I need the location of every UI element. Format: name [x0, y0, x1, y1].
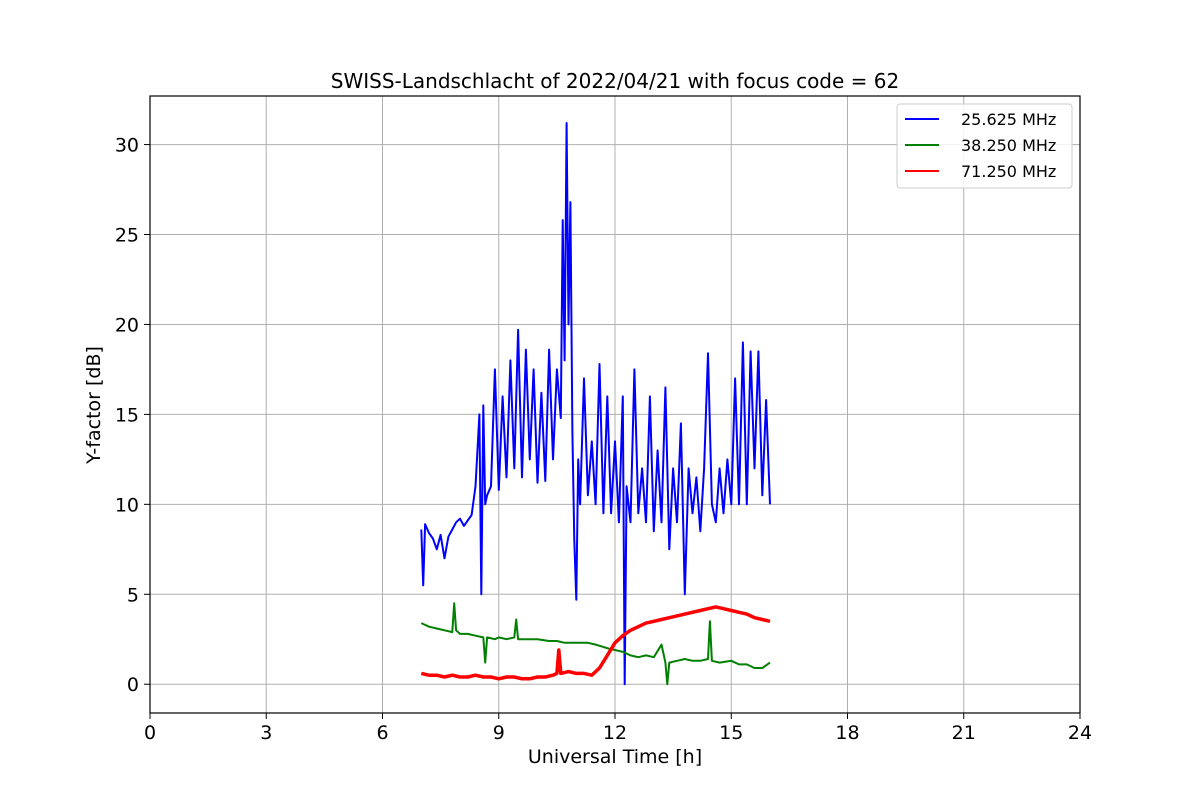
series-line-3 — [420, 605, 771, 681]
y-tick-label: 20 — [115, 314, 139, 336]
tick-layer: 0 3 6 9 12 15 18 21 24 0 5 10 15 20 25 30 — [115, 135, 1092, 744]
y-tick-label: 5 — [127, 584, 139, 606]
x-tick-label: 15 — [719, 722, 743, 744]
x-tick-label: 3 — [260, 722, 272, 744]
legend-box — [896, 103, 1073, 189]
x-tick-label: 24 — [1068, 722, 1092, 744]
y-axis-title: Y-factor [dB] — [83, 346, 105, 465]
legend-label-2: 38.250 MHz — [961, 136, 1056, 155]
y-tick-label: 30 — [115, 135, 139, 157]
series-line-1 — [420, 122, 771, 686]
x-tick-label: 18 — [835, 722, 859, 744]
legend: 25.625 MHz 38.250 MHz 71.250 MHz — [896, 103, 1073, 189]
y-tick-label: 0 — [127, 674, 139, 696]
legend-label-3: 71.250 MHz — [961, 162, 1056, 181]
x-axis-title: Universal Time [h] — [528, 746, 702, 768]
x-tick-label: 0 — [144, 722, 156, 744]
series-layer — [420, 122, 771, 686]
y-tick-label: 25 — [115, 225, 139, 247]
legend-label-1: 25.625 MHz — [961, 110, 1056, 129]
x-tick-label: 9 — [493, 722, 505, 744]
x-tick-label: 6 — [376, 722, 388, 744]
series-line-2 — [420, 602, 771, 686]
y-tick-label: 15 — [115, 404, 139, 426]
x-tick-label: 12 — [603, 722, 627, 744]
chart-title: SWISS-Landschlacht of 2022/04/21 with fo… — [331, 69, 899, 93]
x-tick-label: 21 — [952, 722, 976, 744]
y-tick-label: 10 — [115, 494, 139, 516]
